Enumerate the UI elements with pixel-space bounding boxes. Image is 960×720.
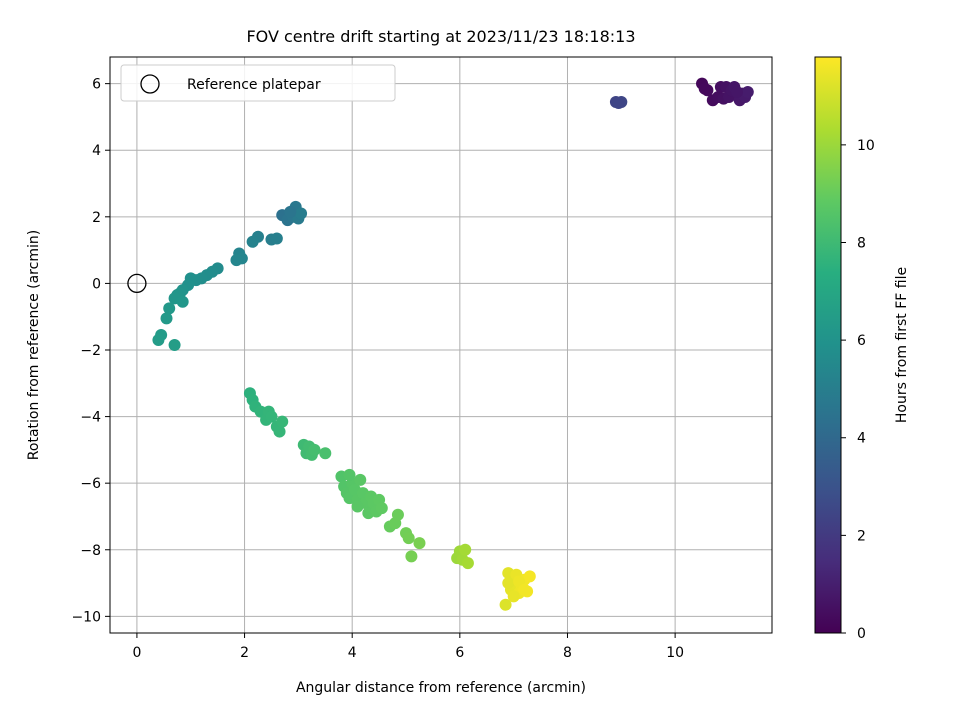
colorbar-gradient — [814, 56, 842, 634]
data-point — [461, 557, 474, 570]
data-point — [276, 415, 289, 428]
data-point — [402, 532, 415, 545]
colorbar-tick-label: 8 — [857, 235, 866, 251]
data-point — [152, 334, 165, 347]
data-point — [246, 235, 259, 248]
x-tick-label: 4 — [348, 645, 357, 661]
data-point — [518, 583, 531, 596]
data-point — [343, 468, 356, 481]
grid — [110, 57, 772, 633]
data-point — [270, 232, 283, 245]
data-points — [152, 77, 754, 611]
data-point — [499, 598, 512, 611]
colorbar-tick-label: 10 — [857, 138, 875, 154]
data-point — [160, 312, 173, 325]
y-tick-label: 2 — [92, 210, 101, 226]
colorbar-label: Hours from first FF file — [894, 267, 910, 423]
data-point — [375, 502, 388, 515]
colorbar-tick-label: 6 — [857, 333, 866, 349]
reference-platepar-marker — [127, 273, 147, 294]
y-tick-label: −10 — [71, 609, 101, 625]
data-point — [168, 339, 181, 351]
y-tick-label: −2 — [80, 343, 101, 359]
y-tick-label: 6 — [92, 77, 101, 93]
data-point — [284, 205, 297, 218]
x-tick-label: 0 — [132, 645, 141, 661]
data-point — [612, 96, 625, 109]
legend-label: Reference platepar — [187, 77, 321, 93]
data-point — [523, 570, 536, 583]
y-axis-label: Rotation from reference (arcmin) — [26, 230, 42, 460]
y-tick-label: −4 — [80, 410, 101, 426]
colorbar-ticks: 0 2 4 6 8 10 — [841, 138, 875, 642]
x-tick-label: 10 — [666, 645, 684, 661]
data-point — [741, 85, 754, 98]
data-point — [308, 443, 321, 456]
y-tick-label: 0 — [92, 276, 101, 292]
data-point — [354, 473, 367, 486]
x-tick-label: 6 — [455, 645, 464, 661]
y-tick-label: −8 — [80, 543, 101, 559]
x-axis-ticks: 0 2 4 6 8 10 — [132, 633, 684, 661]
data-point — [698, 82, 711, 95]
legend-box — [120, 64, 396, 102]
x-tick-label: 8 — [563, 645, 572, 661]
colorbar: 0 2 4 6 8 10 Hours from first FF file — [814, 56, 910, 642]
data-point — [176, 295, 189, 308]
y-tick-label: 4 — [92, 143, 101, 159]
data-point — [163, 302, 176, 315]
chart-title: FOV centre drift starting at 2023/11/23 … — [246, 27, 635, 46]
data-point — [273, 425, 286, 438]
legend: Reference platepar — [120, 64, 396, 102]
data-point — [405, 550, 418, 563]
y-axis-ticks: −10 −8 −6 −4 −2 0 2 4 6 — [71, 77, 110, 625]
x-axis-label: Angular distance from reference (arcmin) — [296, 680, 586, 696]
data-point — [507, 590, 520, 603]
plot-frame — [109, 56, 773, 634]
data-point — [351, 500, 364, 513]
data-point — [319, 447, 332, 460]
data-point — [502, 577, 515, 590]
legend-marker — [140, 74, 160, 94]
colorbar-tick-label: 4 — [857, 431, 866, 447]
colorbar-tick-label: 0 — [857, 626, 866, 642]
data-point — [731, 85, 744, 98]
data-point — [295, 207, 308, 220]
data-point — [413, 537, 426, 550]
data-point — [230, 254, 243, 267]
colorbar-tick-label: 2 — [857, 528, 866, 544]
data-point — [459, 543, 472, 556]
y-tick-label: −6 — [80, 476, 101, 492]
data-point — [265, 410, 278, 423]
data-point — [391, 508, 404, 521]
x-tick-label: 2 — [240, 645, 249, 661]
